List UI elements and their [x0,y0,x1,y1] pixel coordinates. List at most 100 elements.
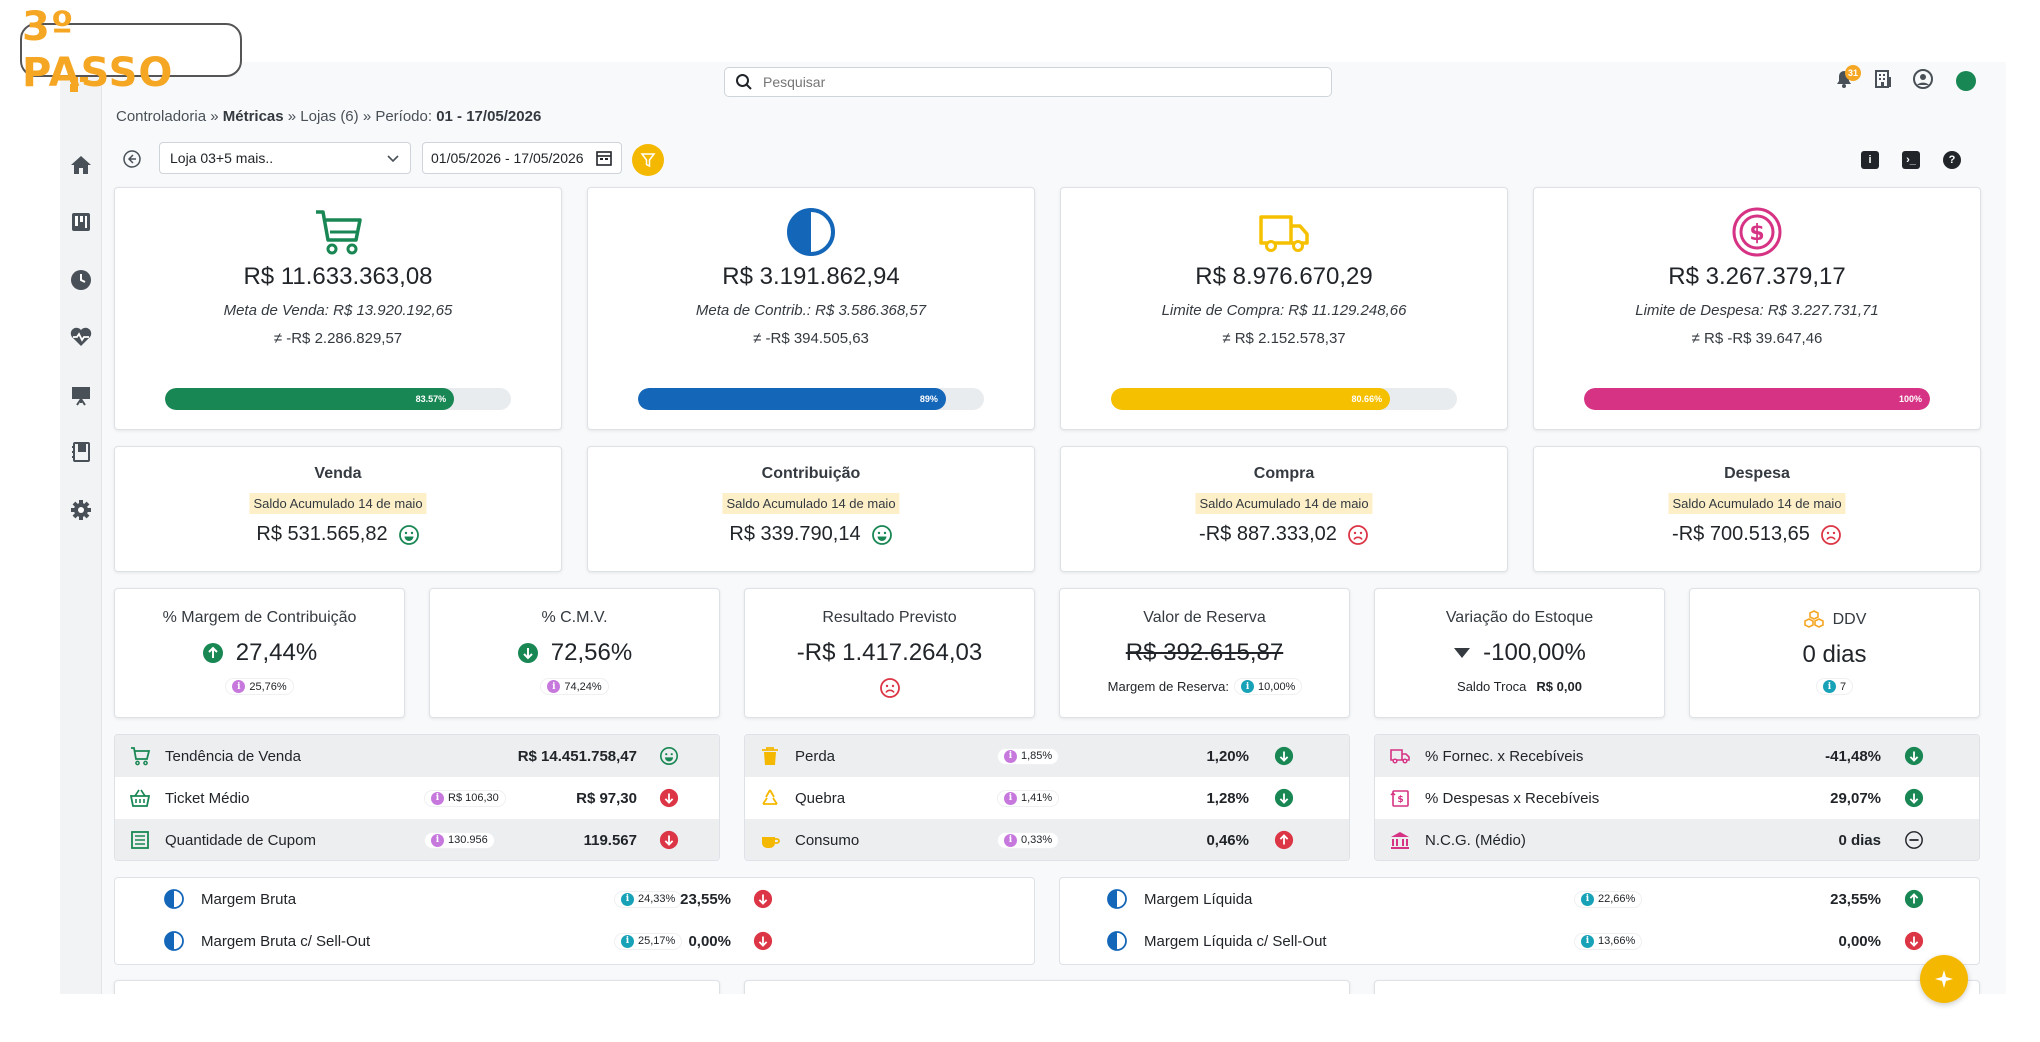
home-icon[interactable] [68,152,94,178]
info-pill: i 1,41% [998,790,1059,806]
list-item-value: 23,55% [680,890,731,908]
balance-value: R$ 339.790,14 [729,523,861,545]
dollar-circle-icon: $ [1732,207,1782,257]
info-icon[interactable]: i [1861,151,1879,169]
half-circle-icon [163,888,185,910]
list-item: Ticket Médio i R$ 106,30 R$ 97,30 [115,777,719,819]
progress-fill: 83.57% [165,388,455,410]
date-range-input[interactable]: 01/05/2026 - 17/05/2026 [422,142,622,174]
list-item-label: N.C.G. (Médio) [1425,831,1526,849]
half-circle-icon [1106,888,1128,910]
journal-icon[interactable] [68,439,94,465]
calendar-icon[interactable] [595,149,613,167]
app-window: 31 Controladoria » Métricas » Lojas (6) … [60,62,2006,994]
metric-value-row: 0 dias [1690,641,1979,669]
gross-margin-list: Margem Bruta i 24,33% 23,55% Margem Bruta… [114,877,1035,965]
arrow-down-circle-icon [1274,746,1294,766]
metric-value: 0 dias [1802,641,1867,668]
pill-text: 1,85% [1021,750,1053,762]
kpi-value: R$ 3.191.862,94 [722,263,900,290]
user-circle-icon[interactable] [1911,67,1935,91]
kpi-target: Limite de Compra: R$ 11.129.248,66 [1161,302,1407,319]
half-circle-icon [787,208,835,256]
info-pill: i 1,85% [998,748,1059,764]
metric-value-row: -100,00% [1375,639,1664,667]
clock-icon[interactable] [68,267,94,293]
step-badge: 3º PASSO [20,4,242,96]
balance-chip: Saldo Acumulado 14 de maio [722,493,900,514]
list-item-label: Ticket Médio [165,789,250,807]
metric-title: Variação do Estoque [1445,609,1594,626]
finance-indicators-list: % Fornec. x Recebíveis -41,48% $ % Despe… [1374,734,1980,861]
metric-value: R$ 392.615,87 [1125,639,1284,666]
list-item-value: 1,28% [1206,789,1249,807]
metric-value: -R$ 1.417.264,03 [796,639,983,666]
balance-title: Contribuição [761,465,861,482]
metric-title: % Margem de Contribuição [162,609,357,626]
progress-bar: 80.66% [1111,388,1457,410]
losses-indicators-list: Perda i 1,85% 1,20% Quebra i 1,41% 1,28% C… [744,734,1350,861]
pill-text: 7 [1839,680,1847,693]
balance-chip: Saldo Acumulado 14 de maio [1668,493,1846,514]
balance-value-row: R$ 339.790,14 [588,523,1034,546]
kpi-difference: ≠ R$ -R$ 39.647,46 [1691,330,1823,347]
smile-icon [660,747,678,765]
ai-assistant-button[interactable] [1920,955,1968,1003]
svg-text:$: $ [1397,795,1403,805]
breadcrumb-root[interactable]: Controladoria » [116,108,223,125]
balance-value: -R$ 887.333,02 [1199,523,1337,545]
info-pill: i 74,24% [541,679,608,694]
balance-value: R$ 531.565,82 [256,523,388,545]
info-pill: i 25,17% [615,933,682,949]
arrow-down-circle-icon [1904,788,1924,808]
metric-sub-value: R$ 0,00 [1536,679,1582,694]
metric-card-estoque: Variação do Estoque -100,00% Saldo Troca… [1374,588,1665,718]
filter-button[interactable] [632,144,664,176]
pill-text: 24,33% [638,893,676,905]
search-input[interactable] [763,74,1303,90]
balance-card-compra: Compra Saldo Acumulado 14 de maio -R$ 88… [1060,446,1508,572]
list-item-value: 0,00% [1838,932,1881,950]
building-icon[interactable] [1871,67,1895,91]
list-item: Margem Bruta c/ Sell-Out i 25,17% 0,00% [115,920,1034,962]
pill-text: R$ 106,30 [448,792,499,804]
metric-sub-label: Margem de Reserva: [1107,679,1230,694]
info-icon: i [1241,680,1255,693]
terminal-icon[interactable]: ›_ [1902,151,1920,169]
info-icon: i [1004,791,1017,805]
pill-text: 0,33% [1021,834,1053,846]
kpi-card-compra: R$ 8.976.670,29 Limite de Compra: R$ 11.… [1060,187,1508,430]
metric-title: Valor de Reserva [1143,609,1266,626]
progress-bar: 83.57% [165,388,511,410]
list-item: Margem Bruta i 24,33% 23,55% [115,878,1034,920]
metric-value-row: R$ 392.615,87 [1060,639,1349,667]
arrow-down-circle-icon [517,643,538,663]
frown-icon [1821,524,1841,545]
next-card [1374,980,1980,994]
chevron-down-icon [387,155,399,163]
back-circle-icon[interactable] [122,149,142,169]
kpi-value: R$ 3.267.379,17 [1668,263,1846,290]
pill-text: 74,24% [564,680,602,693]
list-item-label: Tendência de Venda [165,747,301,765]
info-pill: i 22,66% [1575,891,1642,907]
gear-icon[interactable] [68,497,94,523]
info-icon: i [431,833,444,847]
cash-refund-icon: $ [1389,787,1411,809]
kpi-target: Meta de Contrib.: R$ 3.586.368,57 [695,302,927,319]
info-pill: i 10,00% [1235,679,1302,694]
balance-value: -R$ 700.513,65 [1672,523,1810,545]
heart-pulse-icon[interactable] [68,324,94,350]
metric-sub: Margem de Reserva: i 10,00% [1060,679,1349,694]
balance-value-row: -R$ 700.513,65 [1534,523,1980,546]
help-icon[interactable]: ? [1943,151,1961,169]
presentation-icon[interactable] [68,382,94,408]
kanban-icon[interactable] [68,209,94,235]
metric-value: 72,56% [550,639,633,666]
info-icon: i [232,680,246,693]
search-bar[interactable] [724,67,1332,97]
arrow-up-circle-icon [1904,889,1924,909]
store-select[interactable]: Loja 03+5 mais.. [159,142,411,174]
info-icon: i [431,791,444,805]
